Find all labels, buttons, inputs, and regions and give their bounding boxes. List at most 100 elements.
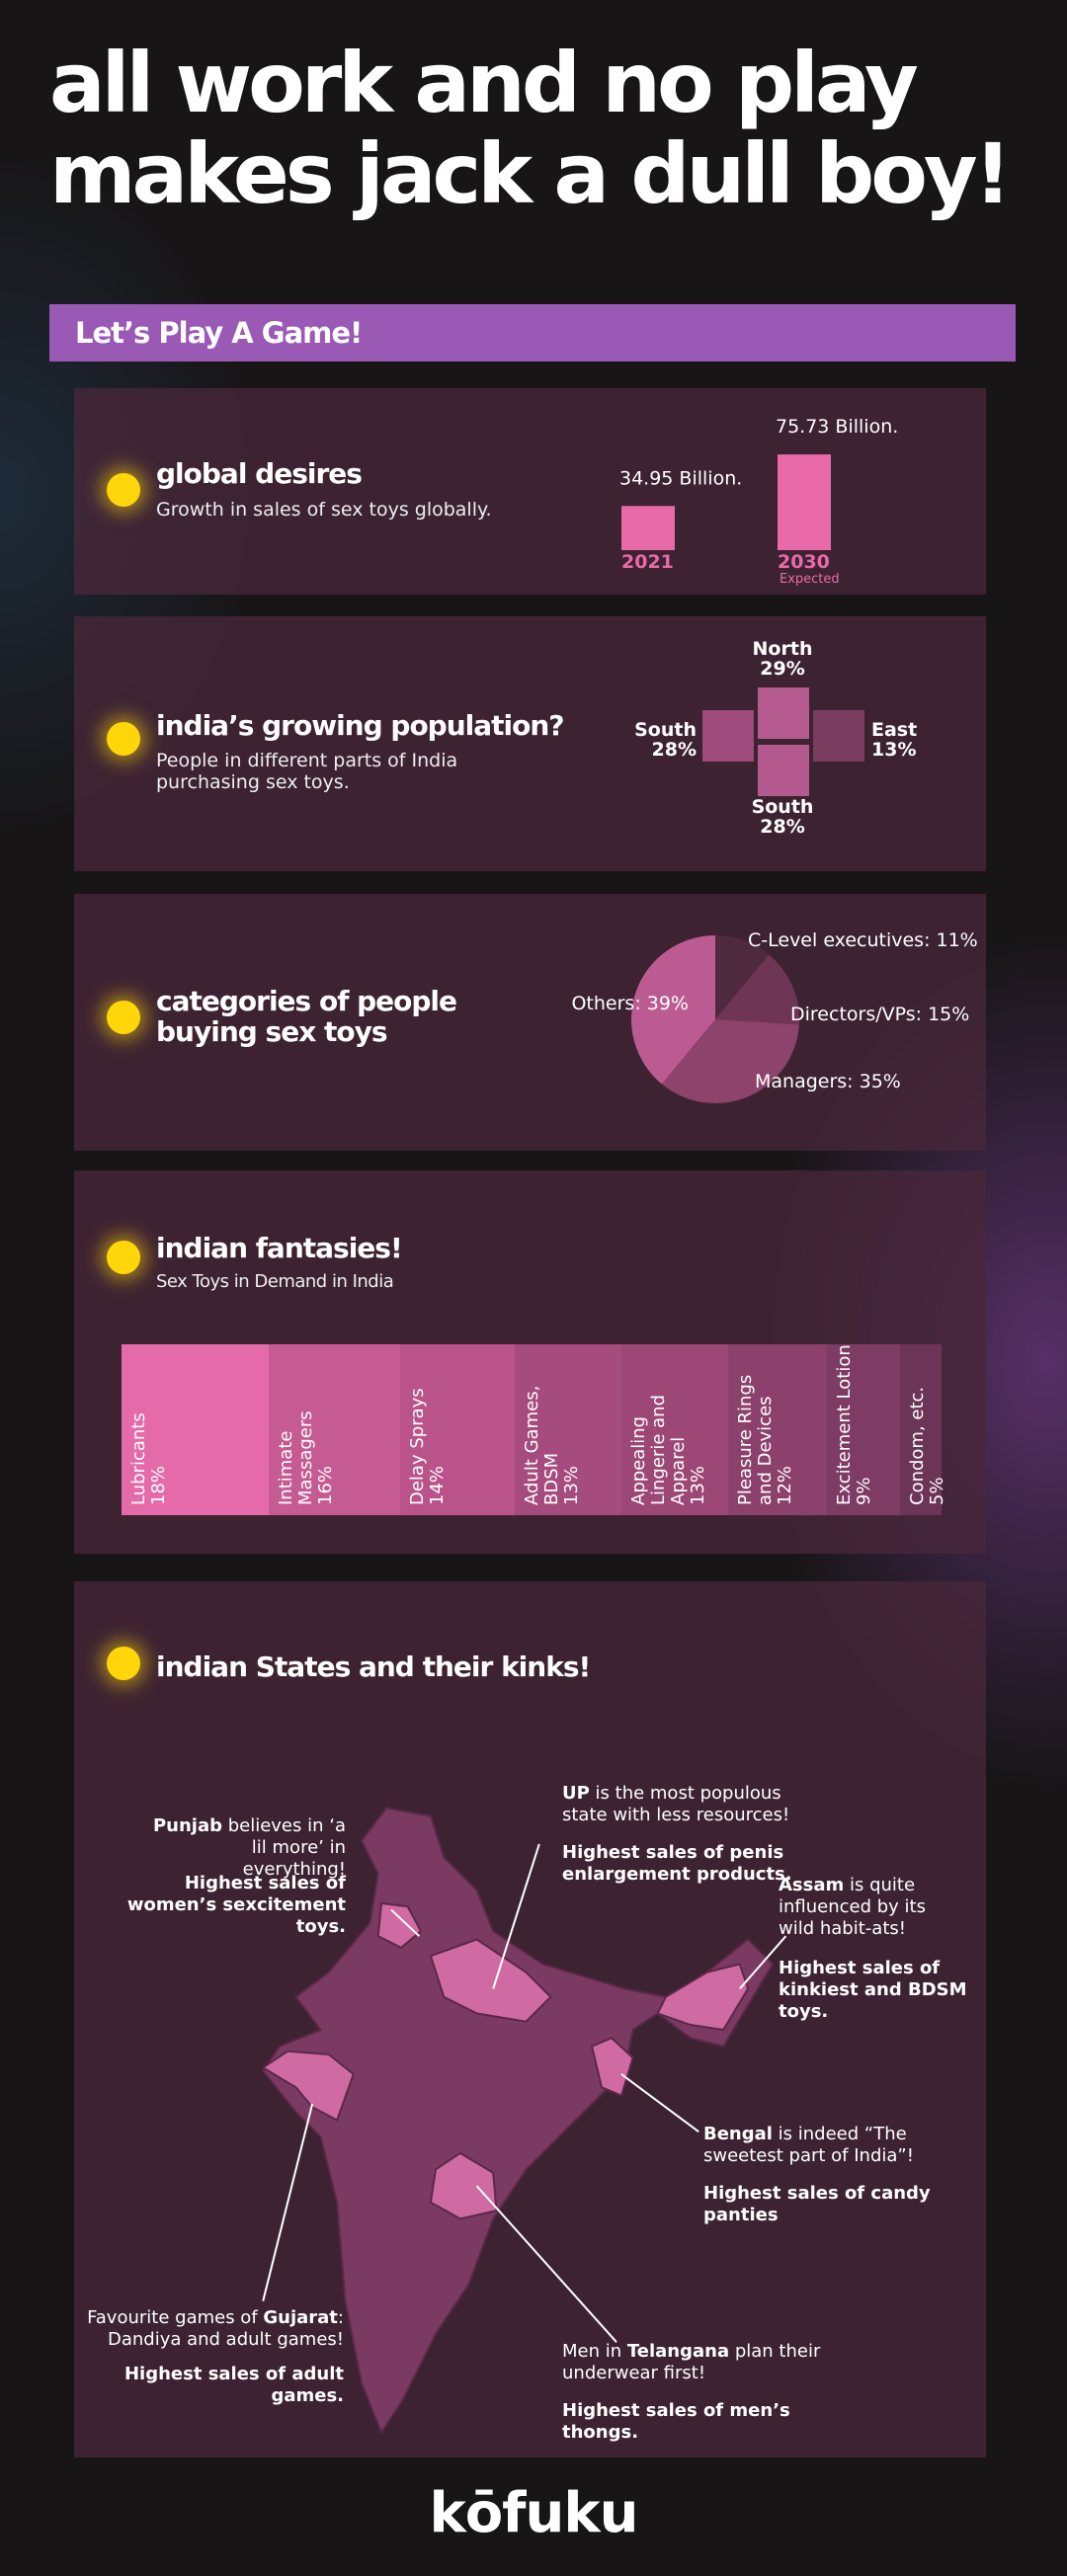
banner: Let’s Play A Game! — [49, 304, 1016, 362]
strip-chart: Lubricants 18% Intimate Massagers 16% Delay … — [122, 1342, 947, 1515]
tile — [758, 687, 809, 739]
section-card — [74, 388, 986, 595]
tile — [758, 745, 809, 796]
map-state-highlight — [656, 1963, 750, 2032]
state-text: plan their underwear first! — [562, 2341, 821, 2383]
pie-label: C-Level executives: 11% — [748, 929, 978, 951]
leader-line — [262, 2103, 314, 2301]
category-label: 2021 — [621, 551, 674, 573]
map-india — [262, 1807, 775, 2435]
segment-value: 13% — [561, 1465, 583, 1505]
category-label: 2030 — [778, 551, 830, 573]
strip-segment: Adult Games, BDSM 13% — [515, 1344, 622, 1515]
pie-slice — [715, 935, 770, 1019]
state-highlight: Highest sales of men’s thongs. — [562, 2400, 790, 2443]
section-title: indian States and their kinks! — [156, 1650, 591, 1683]
leader-line — [492, 1843, 540, 1989]
state-name: Punjab — [152, 1815, 222, 1836]
section-title: india’s growing population? — [156, 709, 565, 742]
state-text: Men in — [562, 2341, 627, 2362]
segment-label: Condom, etc. 5% — [907, 1342, 948, 1505]
segment-value: 12% — [775, 1465, 796, 1505]
state-name: Gujarat — [263, 2307, 338, 2328]
pie-slice — [715, 954, 799, 1025]
tile — [702, 710, 754, 762]
icon — [107, 1241, 140, 1274]
state-name: UP — [562, 1783, 590, 1804]
state-note: Men in Telangana plan their underwear fi… — [562, 2341, 839, 2384]
segment-value: 16% — [315, 1465, 337, 1505]
annotation: Expected — [780, 572, 840, 587]
segment-value: 5% — [927, 1477, 948, 1505]
section-subtitle: People in different parts of India purch… — [156, 750, 458, 793]
tile-value: 29% — [760, 658, 804, 680]
state-note: Favourite games of Gujarat: Dandiya and … — [79, 2307, 344, 2351]
tile — [813, 710, 864, 762]
strip-segment: Appealing Lingerie and Apparel 13% — [621, 1344, 729, 1515]
segment-label: Excitement Lotion 9% — [834, 1342, 874, 1505]
tile-value: 28% — [652, 739, 697, 761]
state-name: Telangana — [626, 2341, 730, 2362]
icon — [107, 473, 140, 507]
title-line: all work and no play — [49, 35, 919, 131]
icon — [107, 1001, 140, 1034]
state-text: is the most populous state with less res… — [562, 1783, 790, 1825]
state-highlight: Highest sales of women’s sexcitement toy… — [126, 1873, 346, 1937]
icon — [107, 722, 140, 756]
state-text: believes in ‘a lil more’ in everything! — [221, 1815, 346, 1880]
segment-category: Appealing Lingerie and Apparel — [628, 1395, 690, 1505]
leader-line — [475, 2185, 617, 2343]
state-highlight: Highest sales of candy panties — [703, 2183, 931, 2225]
pie-label: Managers: 35% — [755, 1071, 901, 1092]
state-text: is quite influenced by its wild habit-at… — [779, 1875, 926, 1939]
section-subtitle: Sex Toys in Demand in India — [156, 1271, 394, 1292]
segment-label: Pleasure Rings and Devices 12% — [735, 1342, 796, 1505]
segment-value: 13% — [688, 1465, 709, 1505]
pie-label: Others: 39% — [571, 993, 689, 1014]
segment-category: Lubricants — [128, 1412, 149, 1505]
map-state-highlight — [429, 1938, 552, 2023]
state-note: Punjab believes in ‘a lil more’ in every… — [148, 1815, 346, 1881]
segment-label: Intimate Massagers 16% — [276, 1342, 337, 1505]
state-name: Assam — [779, 1875, 845, 1895]
state-highlight: Highest sales of kinkiest and BDSM toys. — [779, 1958, 967, 2022]
segment-category: Adult Games, BDSM — [522, 1385, 563, 1505]
tile-label: North — [753, 638, 813, 660]
title-line: makes jack a dull boy! — [49, 125, 1012, 222]
map-state-highlight — [261, 2050, 355, 2122]
section-card — [74, 894, 986, 1151]
value-label: 34.95 Billion. — [619, 467, 742, 489]
leader-line — [620, 2073, 699, 2133]
state-text: Favourite games of — [87, 2307, 264, 2328]
pie-label: Directors/VPs: 15% — [790, 1004, 969, 1025]
strip-segment: Condom, etc. 5% — [900, 1344, 947, 1515]
leader-line — [739, 1935, 787, 1990]
map-state-highlight — [376, 1901, 423, 1950]
segment-label: Lubricants 18% — [128, 1342, 169, 1505]
state-text: : Dandiya and adult games! — [107, 2307, 344, 2350]
banner-text: Let’s Play A Game! — [75, 316, 363, 350]
section-title: categories of people buying sex toys — [156, 985, 457, 1048]
tile-label: South — [752, 796, 814, 818]
strip-segment: Intimate Massagers 16% — [269, 1342, 401, 1515]
segment-value: 9% — [853, 1477, 874, 1505]
strip-segment: Excitement Lotion 9% — [826, 1342, 901, 1515]
segment-category: Condom, etc. — [907, 1386, 929, 1505]
leader-line — [390, 1908, 421, 1937]
segment-value: 14% — [427, 1465, 449, 1505]
map-state-highlight — [590, 2037, 634, 2097]
tile-label: East — [871, 719, 917, 741]
segment-category: Pleasure Rings and Devices — [735, 1374, 777, 1505]
strip-segment: Delay Sprays 14% — [400, 1344, 516, 1515]
pie-slice — [630, 935, 715, 1085]
state-name: Bengal — [703, 2124, 773, 2144]
tile-label: South — [634, 719, 697, 741]
state-note: UP is the most populous state with less … — [562, 1783, 809, 1826]
state-note: Bengal is indeed “The sweetest part of I… — [703, 2124, 931, 2167]
tile-value: 13% — [871, 739, 916, 761]
state-highlight: Highest sales of adult games. — [123, 2364, 344, 2406]
state-note: Assam is quite influenced by its wild ha… — [779, 1875, 956, 1940]
state-text: is indeed “The sweetest part of India”! — [703, 2124, 914, 2166]
